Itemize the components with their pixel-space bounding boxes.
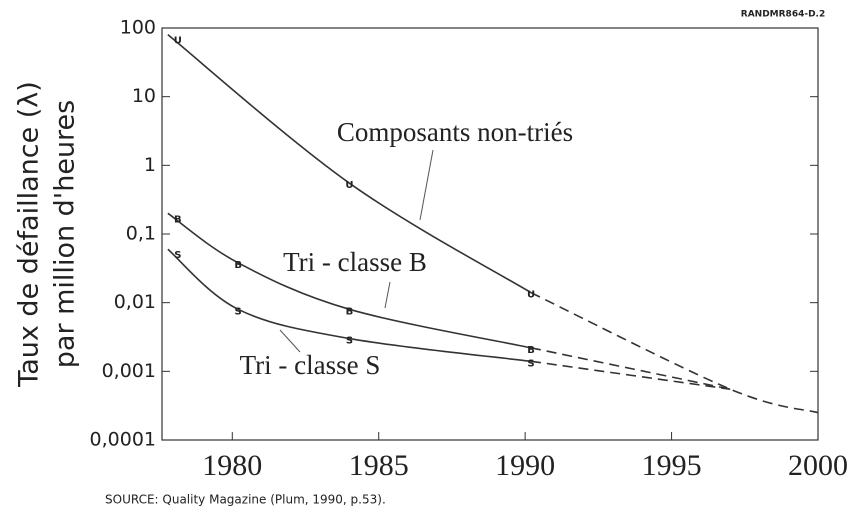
y-axis-label: par million d'heures bbox=[50, 100, 81, 368]
y-tick-label: 0,1 bbox=[126, 223, 156, 245]
x-tick-label: 1995 bbox=[642, 449, 702, 482]
y-tick-label: 10 bbox=[132, 85, 156, 107]
projection-line bbox=[530, 291, 819, 414]
point-marker: U bbox=[345, 180, 353, 191]
x-tick-label: 2000 bbox=[788, 449, 848, 482]
series-label: Tri - classe S bbox=[240, 350, 381, 380]
point-marker: U bbox=[527, 290, 535, 301]
point-marker: B bbox=[527, 345, 535, 356]
point-marker: S bbox=[235, 306, 242, 317]
leader-line bbox=[279, 329, 301, 353]
series-line bbox=[167, 34, 532, 294]
projection-line bbox=[530, 347, 731, 390]
point-marker: B bbox=[234, 260, 242, 271]
y-tick-label: 0,0001 bbox=[90, 429, 156, 451]
point-marker: B bbox=[346, 306, 354, 317]
y-tick-label: 0,01 bbox=[114, 291, 156, 313]
projection-line bbox=[530, 360, 731, 390]
y-axis-label: Taux de défaillance (λ) bbox=[14, 81, 45, 388]
y-tick-label: 1 bbox=[144, 154, 156, 176]
series-line bbox=[167, 248, 532, 363]
series-label: Composants non-triés bbox=[337, 117, 573, 147]
point-marker: B bbox=[174, 214, 182, 225]
series-line bbox=[167, 212, 532, 349]
x-tick-label: 1990 bbox=[495, 449, 555, 482]
x-tick-label: 1985 bbox=[349, 449, 409, 482]
series-label: Tri - classe B bbox=[283, 247, 427, 277]
y-tick-label: 100 bbox=[120, 17, 156, 39]
point-marker: S bbox=[527, 358, 534, 369]
source: SOURCE: Quality Magazine (Plum, 1990, p.… bbox=[105, 493, 386, 507]
y-tick-label: 0,001 bbox=[102, 360, 156, 382]
source-note: RANDMR864-D.2 bbox=[741, 10, 825, 20]
point-marker: S bbox=[346, 336, 353, 347]
point-marker: S bbox=[174, 250, 181, 261]
point-marker: U bbox=[174, 36, 182, 47]
x-tick-label: 1980 bbox=[202, 449, 262, 482]
leader-line bbox=[384, 281, 391, 309]
leader-line bbox=[419, 149, 434, 221]
